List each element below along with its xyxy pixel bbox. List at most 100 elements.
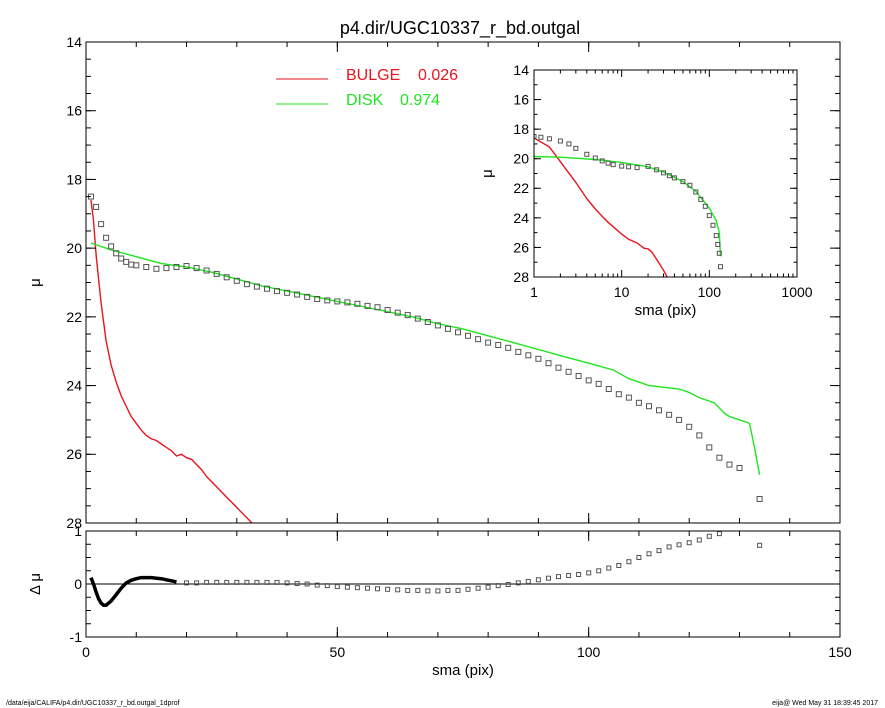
legend-disk-label: DISK [346, 92, 384, 109]
main-data-point [304, 293, 311, 300]
main-data-point [123, 258, 130, 265]
main-data-point [143, 264, 150, 270]
residual-data-point [194, 580, 200, 586]
y-tick-label: 22 [513, 180, 529, 196]
main-data-point [726, 461, 733, 468]
x-tick-label: 1 [530, 284, 538, 300]
main-data-point [98, 221, 105, 228]
main-data-point [113, 250, 120, 257]
main-data-point [424, 319, 431, 325]
main-data-point [264, 285, 270, 292]
inset-data-point [557, 138, 563, 144]
residual-data-point [596, 568, 602, 574]
main-data-point [716, 454, 723, 461]
residual-data-point [445, 587, 451, 593]
inset-data-point [592, 155, 598, 161]
residual-data-point [636, 555, 642, 560]
residual-residual-curve-line [89, 575, 177, 607]
y-tick-label: -1 [70, 629, 83, 645]
residual-data-point [415, 587, 421, 593]
main-data-point [108, 243, 115, 250]
main-data-point [676, 416, 683, 423]
main-data-point [213, 270, 220, 277]
footer-right: eija@ Wed May 31 18:39:45 2017 [772, 700, 878, 707]
residual-data-point [535, 577, 541, 583]
residual-data-point [475, 585, 481, 591]
inset-data-point [710, 222, 716, 228]
main-data-point [585, 377, 592, 384]
main-data-point [334, 298, 341, 305]
main-data-point [253, 283, 260, 290]
main-data-point [233, 277, 240, 284]
inset-series-BULGE [534, 137, 668, 277]
inset-data-point [584, 151, 590, 157]
residual-data-point [606, 565, 612, 571]
residual-data-point [425, 588, 431, 594]
main-data-point [595, 380, 602, 387]
inset-disk-line [534, 155, 722, 257]
main-data-point [646, 403, 652, 410]
main-data-point [666, 411, 673, 418]
x-tick-label: 100 [577, 644, 601, 660]
main-data-point [163, 265, 170, 272]
main-data-point [515, 348, 522, 355]
y-tick-label: 20 [513, 151, 529, 167]
main-series-DISK [90, 242, 761, 476]
inset-data-point [687, 182, 693, 188]
residual-data-point [525, 578, 531, 584]
inset-data-point [599, 158, 605, 164]
y-tick-label: 18 [513, 121, 529, 137]
x-tick-label: 150 [828, 644, 852, 660]
residual-data-point [334, 584, 340, 590]
inset-data-point [573, 145, 579, 151]
main-data-point [118, 255, 125, 262]
x-tick-label: 10 [614, 284, 630, 300]
inset-bulge-line [534, 137, 668, 277]
inset-data-point [546, 136, 552, 142]
main-data-point [133, 262, 140, 269]
residual-data-point [254, 579, 260, 585]
inset-data-point [698, 196, 704, 202]
main-data-point [635, 399, 642, 406]
main-data-point [686, 423, 693, 430]
residual-x-axis-label: sma (pix) [432, 662, 494, 679]
residual-y-axis-label: Δ μ [27, 573, 44, 595]
main-data-point [404, 312, 411, 319]
main-bulge-line [90, 199, 253, 523]
y-tick-label: 1 [74, 523, 82, 539]
main-data-point [128, 261, 135, 268]
residual-data-point [244, 579, 250, 585]
main-data-point [354, 300, 361, 307]
residual-data-point [556, 574, 561, 580]
inset-y-axis-label: μ [479, 169, 496, 178]
residual-data-point [505, 582, 511, 587]
main-series-BULGE [90, 199, 253, 523]
main-data-point [394, 309, 401, 316]
residual-data-point [676, 542, 682, 548]
main-data-point [183, 263, 190, 269]
y-tick-label: 26 [513, 239, 529, 255]
main-data-point [625, 394, 632, 401]
residual-data-point [455, 587, 461, 593]
residual-data-point [354, 585, 360, 591]
main-data-point [153, 265, 160, 272]
residual-data-point [586, 570, 592, 576]
inset-data-point [534, 134, 537, 139]
main-data-point [545, 360, 552, 367]
residual-data-point [264, 579, 270, 585]
main-data-point [243, 281, 250, 288]
footer-left: /data/eija/CALIFA/p4.dir/UGC10337_r_bd.o… [6, 700, 180, 707]
main-data-point [414, 315, 421, 322]
main-data-point [485, 339, 492, 346]
main-data-point [505, 344, 512, 351]
main-data-point [324, 297, 331, 304]
main-data-point [615, 391, 622, 398]
inset-data-point [715, 242, 721, 247]
y-tick-label: 26 [66, 446, 82, 462]
residual-series-residual-points [184, 531, 763, 594]
inset-data-point [626, 164, 632, 170]
inset-data-point [702, 203, 708, 209]
inset-data-point [654, 167, 660, 173]
inset-data-point [666, 173, 672, 179]
residual-data-point [646, 551, 652, 557]
